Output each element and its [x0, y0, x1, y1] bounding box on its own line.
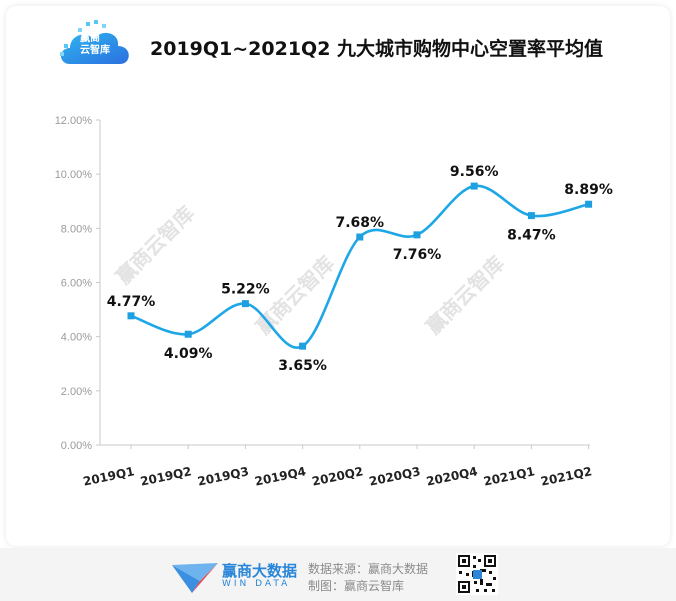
y-ticks: 0.00% 2.00% 4.00% 6.00% 8.00% 10.00% 12.00% — [55, 115, 100, 452]
chart-maker: 制图：赢商云智库 — [308, 579, 405, 593]
data-labels: 4.77% 4.09% 5.22% 3.65% 7.68% 7.76% 9.56% 8.47%… — [107, 164, 613, 374]
y-tick-label: 6.00% — [61, 278, 92, 290]
x-tick-label: 2021Q2 — [539, 464, 593, 488]
data-point — [299, 342, 307, 350]
data-point — [356, 233, 364, 241]
data-point — [184, 330, 192, 338]
x-tick-label: 2020Q4 — [425, 464, 479, 488]
brand-name-cn: 赢商大数据 — [222, 562, 298, 580]
data-label: 8.47% — [507, 228, 556, 244]
chart-axes — [99, 120, 590, 446]
data-source: 数据来源：赢商大数据 — [308, 562, 429, 576]
x-tick-label: 2020Q2 — [311, 464, 365, 488]
y-tick-label: 10.00% — [55, 169, 93, 181]
y-tick-label: 8.00% — [61, 223, 92, 235]
y-tick-label: 4.00% — [61, 332, 92, 344]
watermark-text: 赢商云智库 — [111, 201, 199, 289]
watermark-text: 赢商云智库 — [421, 251, 509, 339]
cloud-logo-icon — [60, 20, 129, 64]
x-tick-label: 2020Q3 — [368, 464, 422, 488]
x-tick-label: 2019Q3 — [196, 464, 250, 488]
brand-name-en: WIN DATA — [222, 579, 291, 589]
y-tick-label: 0.00% — [61, 440, 92, 452]
data-label: 7.76% — [393, 247, 442, 263]
data-label: 8.89% — [564, 182, 613, 198]
data-label: 5.22% — [221, 282, 270, 298]
win-data-logo-icon — [172, 563, 218, 593]
x-tick-label: 2019Q1 — [82, 464, 136, 488]
chart-title: 2019Q1~2021Q2 九大城市购物中心空置率平均值 — [150, 38, 604, 60]
x-tick-label: 2019Q4 — [253, 464, 307, 488]
data-point — [127, 312, 135, 320]
data-label: 7.68% — [336, 215, 385, 231]
footer: 赢商大数据 WIN DATA 数据来源：赢商大数据 制图：赢商云智库 — [0, 548, 676, 601]
logo-text: 赢商 云智库 — [80, 33, 110, 56]
data-point — [470, 182, 478, 190]
data-point — [241, 300, 249, 308]
data-label: 3.65% — [278, 358, 327, 374]
x-ticks: 2019Q1 2019Q2 2019Q3 2019Q4 2020Q2 2020Q3 2020… — [82, 445, 593, 489]
y-tick-label: 12.00% — [55, 115, 93, 127]
data-label: 4.09% — [164, 346, 213, 362]
data-point — [527, 212, 535, 220]
x-tick-label: 2019Q2 — [139, 464, 193, 488]
series-line — [130, 184, 589, 349]
data-point — [585, 200, 593, 208]
data-label: 9.56% — [450, 164, 499, 180]
data-label: 4.77% — [107, 294, 156, 310]
x-tick-label: 2021Q1 — [482, 464, 536, 488]
series-group — [127, 182, 593, 350]
data-point — [413, 231, 421, 239]
y-tick-label: 2.00% — [61, 386, 92, 398]
qr-code-icon — [456, 553, 498, 595]
